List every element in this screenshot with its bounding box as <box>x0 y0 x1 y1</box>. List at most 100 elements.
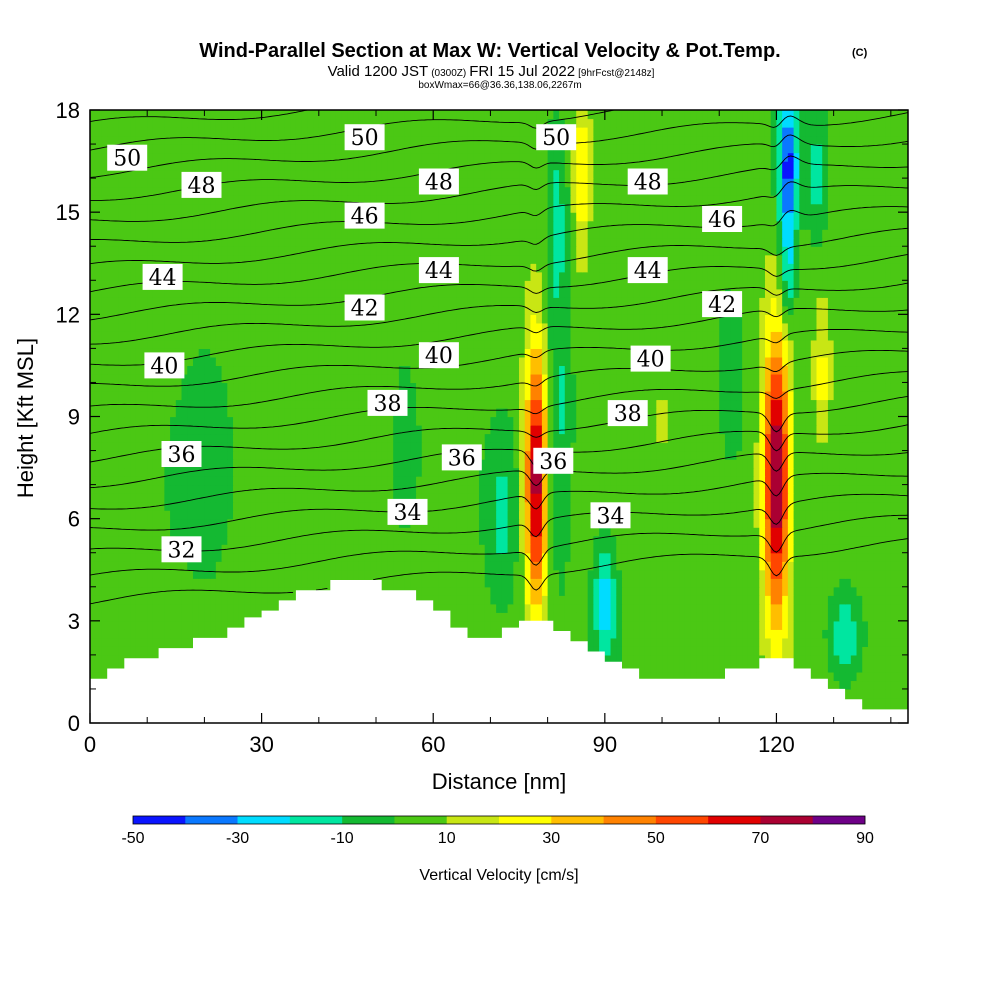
w-cell <box>175 569 183 579</box>
w-cell <box>490 603 497 613</box>
w-cell <box>616 442 623 452</box>
w-cell <box>290 459 297 469</box>
w-cell <box>278 425 286 435</box>
w-cell <box>873 603 880 613</box>
w-cell <box>656 510 663 520</box>
w-cell <box>324 535 331 545</box>
w-cell <box>793 467 800 477</box>
w-cell <box>650 629 657 639</box>
w-cell <box>250 501 257 511</box>
w-cell <box>410 561 417 571</box>
w-cell <box>776 510 783 520</box>
w-cell <box>330 467 337 477</box>
w-cell <box>736 476 743 486</box>
w-cell <box>152 612 160 622</box>
w-cell <box>742 654 749 664</box>
w-cell <box>879 476 886 486</box>
w-cell <box>662 637 669 647</box>
w-cell <box>358 425 366 435</box>
w-cell <box>702 535 709 545</box>
w-cell <box>747 467 755 477</box>
w-cell <box>639 535 646 545</box>
w-cell <box>736 654 743 664</box>
w-cell <box>307 476 314 486</box>
w-cell <box>101 569 108 579</box>
w-cell <box>587 450 594 460</box>
w-cell <box>147 535 154 545</box>
w-cell <box>787 518 795 528</box>
w-cell <box>610 493 617 503</box>
w-cell <box>610 637 617 647</box>
w-cell <box>639 586 646 596</box>
w-cell <box>570 527 577 537</box>
w-cell <box>759 518 766 528</box>
w-cell <box>398 433 406 443</box>
w-cell <box>215 561 223 571</box>
w-cell <box>530 518 537 528</box>
w-cell <box>742 620 749 630</box>
w-cell <box>273 501 280 511</box>
w-cell <box>742 663 749 673</box>
w-cell <box>684 501 692 511</box>
w-cell <box>107 603 114 613</box>
w-cell <box>673 620 680 630</box>
w-cell <box>845 510 852 520</box>
w-cell <box>610 629 617 639</box>
w-cell <box>822 459 829 469</box>
w-cell <box>170 476 177 486</box>
w-cell <box>724 654 732 664</box>
w-cell <box>787 527 795 537</box>
w-cell <box>147 569 154 579</box>
w-cell <box>210 620 217 630</box>
w-cell <box>879 697 886 707</box>
w-cell <box>673 459 680 469</box>
w-cell <box>187 493 194 503</box>
w-cell <box>255 476 263 486</box>
w-cell <box>484 442 492 452</box>
w-cell <box>370 459 377 469</box>
w-cell <box>816 476 823 486</box>
w-cell <box>713 535 720 545</box>
w-cell <box>227 595 234 605</box>
w-cell <box>95 552 103 562</box>
w-cell <box>599 637 606 647</box>
w-cell <box>250 527 257 537</box>
w-cell <box>238 510 246 520</box>
w-cell <box>112 476 120 486</box>
w-cell <box>662 586 669 596</box>
w-cell <box>707 425 715 435</box>
w-cell <box>536 433 543 443</box>
w-cell <box>867 433 875 443</box>
w-cell <box>307 493 314 503</box>
w-cell <box>581 544 589 554</box>
w-cell <box>839 561 846 571</box>
w-cell <box>410 552 417 562</box>
w-cell <box>822 620 829 630</box>
w-cell <box>707 646 715 656</box>
w-cell <box>753 501 760 511</box>
w-cell <box>118 586 125 596</box>
w-cell <box>713 552 720 562</box>
w-cell <box>370 552 377 562</box>
w-cell <box>873 654 880 664</box>
w-cell <box>124 629 131 639</box>
w-cell <box>885 569 892 579</box>
w-cell <box>850 501 858 511</box>
w-cell <box>313 442 320 452</box>
w-cell <box>787 544 795 554</box>
w-cell <box>90 586 97 596</box>
w-cell <box>95 510 103 520</box>
w-cell <box>856 595 863 605</box>
w-cell <box>793 442 800 452</box>
w-cell <box>690 484 697 494</box>
w-cell <box>764 442 772 452</box>
w-cell <box>496 603 503 613</box>
w-cell <box>684 603 692 613</box>
w-cell <box>124 637 131 647</box>
w-cell <box>353 425 360 435</box>
w-cell <box>204 484 211 494</box>
w-cell <box>370 501 377 511</box>
w-cell <box>799 620 806 630</box>
w-cell <box>564 442 572 452</box>
w-cell <box>170 569 177 579</box>
